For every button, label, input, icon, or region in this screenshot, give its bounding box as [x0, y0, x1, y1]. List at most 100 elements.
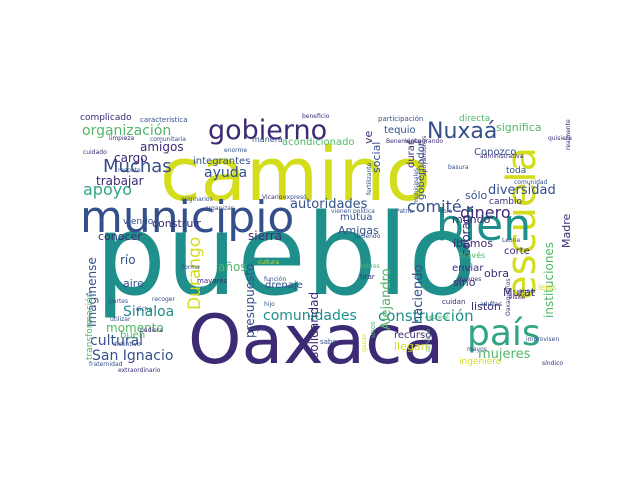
word-beneficio: beneficio [302, 113, 330, 120]
word-instituciones: instituciones [542, 242, 556, 318]
word-recoger: recoger [152, 296, 175, 303]
word-transformacion: transformación [84, 292, 95, 360]
word-dicha: dicha [136, 306, 153, 313]
word-diversidad: diversidad [488, 183, 556, 198]
word-momento: momento [106, 321, 164, 335]
word-integrantes: integrantes [193, 156, 250, 167]
word-comunitaria: comunitaria [150, 136, 186, 143]
word-sino: sino [453, 276, 476, 289]
word-caracteristica: característica [140, 116, 188, 124]
word-leona: Leona [502, 237, 520, 244]
word-rio: río [120, 253, 136, 267]
word-toda: toda [506, 166, 526, 176]
word-directa: directa [459, 114, 490, 124]
word-acondicionado: acondicionado [282, 137, 355, 148]
word-municipales: municipales [413, 168, 420, 204]
word-amigas: Amigas [338, 224, 379, 237]
word-ayuda: ayuda [204, 165, 247, 181]
word-extraordinario: extraordinario [118, 367, 161, 374]
word-municipio: municipio [80, 192, 294, 243]
word-mutua: mutua [340, 212, 372, 223]
word-oaxaca: Oaxaca [188, 301, 444, 380]
word-sabe: sabe [320, 338, 337, 346]
word-durango: Durango [185, 237, 205, 310]
word-tirar: tirar [360, 273, 375, 281]
word-significa: significa [496, 121, 542, 134]
word-presupuesto: presupuesto [243, 264, 257, 338]
word-construccion: construcción [378, 307, 474, 325]
word-construir: construir [152, 217, 201, 230]
word-madre: Madre [560, 214, 573, 248]
word-mundo: mundo [452, 213, 491, 226]
word-tequio: tequio [384, 125, 416, 136]
word-corte: corte [504, 246, 530, 257]
word-politica: política [353, 208, 375, 215]
word-cultural: cultural [90, 333, 143, 349]
word-diciendo: diciendo [355, 233, 381, 240]
word-ibamos: íbamos [453, 237, 493, 250]
word-ve: ve [362, 130, 375, 144]
word-ingeniero: ingeniero [459, 357, 502, 367]
word-conozco: Conozco [474, 147, 516, 158]
word-solidaridad: solidaridad [307, 292, 321, 358]
word-vienen: vienen [331, 208, 351, 215]
word-quisiera: quisiera [548, 135, 572, 142]
word-alejandro: Alejandro [379, 268, 394, 330]
word-solo: solo [440, 208, 452, 215]
word-lejos: lejos [538, 283, 556, 292]
word-sobres: sobres [360, 263, 380, 270]
word-dinero: dinero [460, 203, 511, 222]
word-camino: camino [160, 132, 431, 218]
word-enorme: enorme [224, 147, 247, 154]
word-traves: través [460, 250, 485, 260]
word-fertilizante: fertilizante [366, 162, 373, 195]
word-visite: visité [509, 294, 525, 301]
word-apoyandonos: apoyándonos [421, 136, 428, 176]
word-comunidades: comunidades [263, 308, 357, 324]
word-autoridades: autoridades [290, 197, 368, 212]
word-pueblo: pueblo [95, 191, 477, 321]
word-aire: aire [123, 277, 144, 290]
word-buen: buen [120, 330, 145, 341]
word-complicado: complicado [80, 113, 132, 123]
word-organizan: organizan [205, 205, 235, 212]
word-oaxaquenos: Oaxaqueños [505, 278, 512, 316]
word-sierra: sierra [248, 229, 282, 243]
word-forma: forma [182, 264, 200, 271]
word-san-ignacio: San Ignacio [92, 348, 173, 364]
word-servicio: servicio [425, 329, 432, 352]
word-liston: listón [471, 300, 501, 313]
word-conocer: conocer [98, 230, 142, 243]
word-viendo: viendo [123, 217, 154, 227]
word-social: social [370, 142, 383, 173]
word-basura: basura [448, 164, 469, 171]
word-benemerita: Benemérita [386, 138, 421, 145]
word-hijo: hijo [264, 301, 275, 308]
word-organizacion: organización [82, 123, 171, 139]
word-participacion: participación [378, 115, 423, 123]
word-manera: manera [252, 135, 283, 144]
word-nuxaa: Nuxaá [427, 119, 497, 144]
word-limpieza: limpieza [109, 135, 134, 142]
word-respeto: respeto [118, 167, 141, 174]
word-partes: partes [109, 298, 128, 305]
word-enviar: enviar [452, 263, 484, 274]
word-pais: país [467, 313, 541, 354]
word-sindico: síndico [542, 360, 563, 367]
word-comite: comité [407, 197, 462, 216]
word-pudiera: pudiera [140, 327, 163, 334]
word-trabajar: trabajar [96, 174, 144, 188]
word-originarios: originarios [181, 196, 213, 203]
word-patria: Patria [396, 208, 414, 215]
word-funcion: función [264, 276, 286, 283]
word-mayores: mayores [197, 277, 228, 285]
word-utilizar: utilizar [110, 316, 131, 323]
word-mayos: mayos [467, 346, 487, 353]
word-murat: Murat [503, 286, 536, 299]
word-aplica: aplica [253, 326, 271, 333]
word-apoyo: apoyo [83, 180, 132, 199]
word-improvisen: improvisen [526, 336, 559, 343]
word-inaugurando: inaugurando [405, 138, 443, 145]
word-anos: años [218, 260, 247, 274]
